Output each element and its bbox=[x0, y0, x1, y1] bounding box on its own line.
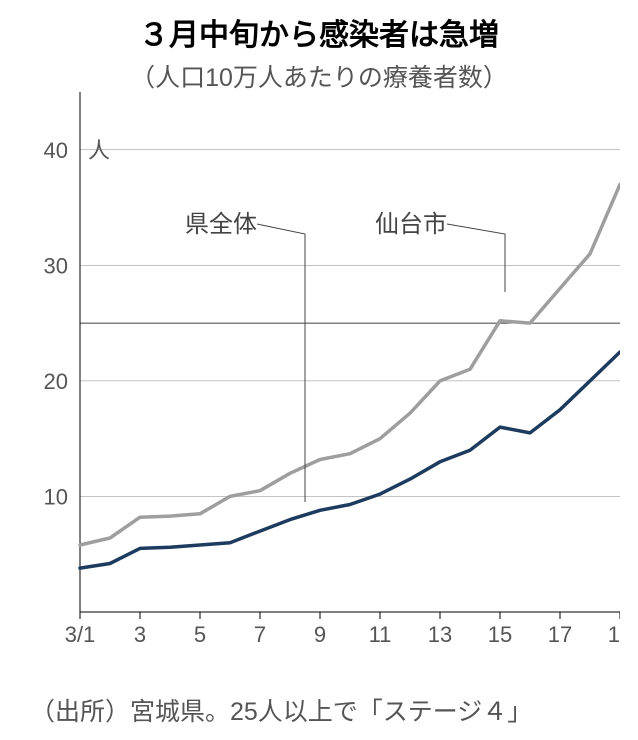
chart-source: （出所）宮城県。25人以上で「ステージ４」 bbox=[30, 692, 532, 728]
x-tick-label: 3 bbox=[134, 622, 146, 647]
series-仙台市 bbox=[80, 184, 620, 545]
line-chart-svg: 10 20 30 40 人 3/1 3 5 7 9 11 13 15 17 19 県全体 仙台市 bbox=[30, 92, 620, 652]
x-tick-label: 13 bbox=[428, 622, 452, 647]
x-tick-label: 7 bbox=[254, 622, 266, 647]
series-label-county: 県全体 bbox=[185, 211, 257, 238]
series-県全体 bbox=[80, 352, 620, 568]
y-unit-label: 人 bbox=[88, 138, 110, 163]
leader-county bbox=[257, 224, 305, 502]
chart-subtitle: （人口10万人あたりの療養者数） bbox=[0, 54, 638, 94]
y-tick-label: 10 bbox=[44, 484, 68, 509]
series-label-sendai: 仙台市 bbox=[375, 211, 447, 238]
y-tick-label: 40 bbox=[44, 138, 68, 163]
y-tick-label: 30 bbox=[44, 253, 68, 278]
leader-sendai bbox=[447, 224, 505, 292]
x-tick-label: 9 bbox=[314, 622, 326, 647]
x-tick-label: 5 bbox=[194, 622, 206, 647]
x-tick-label: 19 bbox=[608, 622, 620, 647]
x-tick-label: 11 bbox=[369, 622, 392, 647]
chart-area: 10 20 30 40 人 3/1 3 5 7 9 11 13 15 17 19 県全体 仙台市 bbox=[30, 92, 620, 652]
x-tick-label: 3/1 bbox=[65, 622, 96, 647]
chart-title: ３月中旬から感染者は急増 bbox=[0, 0, 638, 54]
x-tick-label: 17 bbox=[548, 622, 572, 647]
y-tick-label: 20 bbox=[44, 369, 68, 394]
x-tick-label: 15 bbox=[488, 622, 512, 647]
